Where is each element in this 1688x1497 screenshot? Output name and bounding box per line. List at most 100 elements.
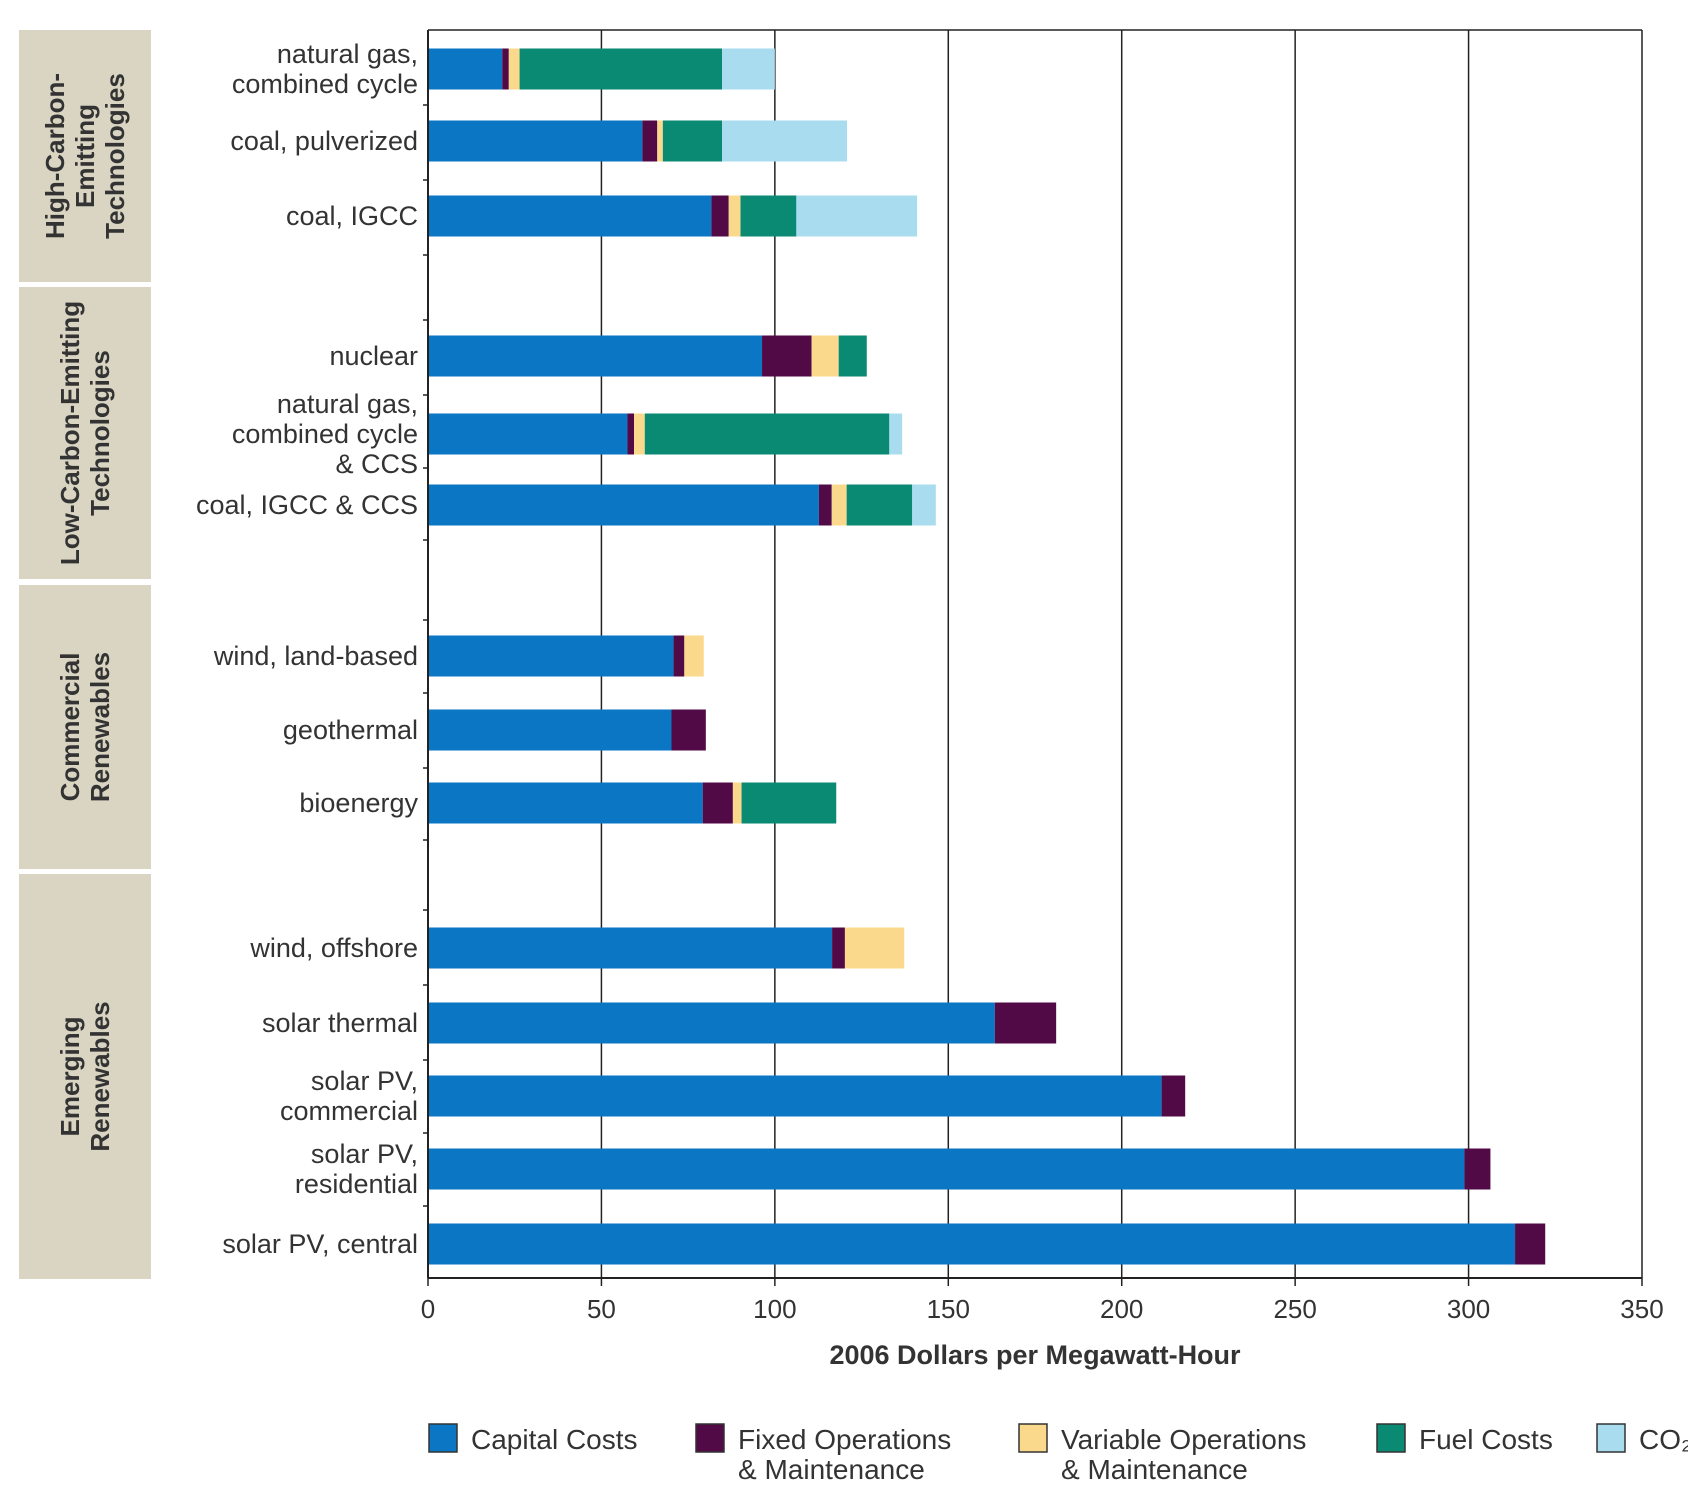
bar-segment [428,782,703,824]
legend-label: Variable Operations & Maintenance [1061,1424,1306,1485]
bar-segment [519,48,723,90]
category-label: geothermal [283,715,418,745]
bar-segment [912,484,936,526]
legend-swatch [695,1423,725,1453]
bar-segment [428,413,628,455]
bar-segment [428,709,672,751]
bar-segment [673,635,685,677]
x-axis-label: 2006 Dollars per Megawatt-Hour [829,1340,1241,1370]
legend-label: Capital Costs [471,1424,638,1455]
bar-segment [428,1075,1162,1117]
bar-segment [762,335,812,377]
bar-segment [428,48,503,90]
category-label: natural gas, combined cycle & CCS [232,389,418,479]
group-boxes: High-Carbon-EmittingTechnologies Low-Carb… [19,30,151,1279]
category-label: solar PV, residential [295,1139,418,1199]
bar-segment [994,1002,1057,1044]
legend-item: CO₂ [1596,1423,1688,1455]
category-label: solar PV, central [222,1229,418,1259]
x-tick-label: 300 [1447,1294,1490,1324]
bar-segment [684,635,704,677]
bar-segment [1515,1223,1546,1265]
bar-segment [428,635,674,677]
bar-segment [1464,1148,1491,1190]
x-tick-label: 200 [1100,1294,1143,1324]
bar-segment [642,120,658,162]
legend-item: Fixed Operations & Maintenance [695,1423,951,1485]
bar-segment [502,48,509,90]
bar-segment [508,48,520,90]
x-tick-label: 350 [1620,1294,1663,1324]
bar-segment [838,335,867,377]
legend-item: Fuel Costs [1376,1423,1553,1455]
x-tick-label: 250 [1273,1294,1316,1324]
bar-segment [844,927,905,969]
bar-segment [428,1148,1465,1190]
category-label: coal, IGCC [286,201,418,231]
category-label: solar thermal [262,1008,418,1038]
bar-segment [722,120,848,162]
bar-segment [702,782,733,824]
bar-segment [428,335,763,377]
category-label: wind, offshore [249,933,418,963]
category-label: natural gas, combined cycle [232,39,418,99]
legend-label: Fuel Costs [1419,1424,1553,1455]
category-label: coal, pulverized [230,126,418,156]
bar-segment [644,413,890,455]
bar-segment [711,195,729,237]
x-tick-label: 100 [753,1294,796,1324]
category-label: coal, IGCC & CCS [196,490,418,520]
bar-segment [832,927,845,969]
bar-segment [728,195,741,237]
group-box [19,585,151,869]
x-tick-label: 0 [421,1294,435,1324]
category-label: wind, land-based [213,641,418,671]
bar-segment [634,413,645,455]
x-tick-label: 50 [587,1294,616,1324]
bar-segment [796,195,918,237]
group-box [19,874,151,1279]
bar-segment [428,195,712,237]
group-label: High-Carbon-EmittingTechnologies [40,73,130,239]
category-label: bioenergy [299,788,418,818]
bar-segment [428,1002,995,1044]
bar-segment [740,195,797,237]
legend-item: Variable Operations & Maintenance [1018,1423,1306,1485]
legend-label: Fixed Operations & Maintenance [738,1424,951,1485]
bar-segment [732,782,742,824]
bar-segment [662,120,723,162]
x-axis: 0 50 100 150 200 250 300 350 [421,30,1664,1324]
bar-segment [818,484,832,526]
bar-segment [889,413,903,455]
legend-label: CO₂ [1639,1424,1688,1455]
bar-segment [1161,1075,1186,1117]
legend-swatch [428,1423,458,1453]
bar-segment [428,1223,1516,1265]
group-label: CommercialRenewables [55,652,115,802]
bar-segment [831,484,847,526]
bars [428,48,1546,1265]
bar-segment [428,927,833,969]
legend-swatch [1018,1423,1048,1453]
group-box [19,30,151,282]
category-labels: natural gas, combined cycle coal, pulveriz… [196,39,419,1259]
x-tick-label: 150 [927,1294,970,1324]
bar-segment [657,120,663,162]
category-label: nuclear [329,341,418,371]
bar-segment [722,48,775,90]
legend-swatch [1596,1423,1626,1453]
bar-segment [846,484,913,526]
legend-item: Capital Costs [428,1423,638,1455]
group-box [19,287,151,579]
group-label: Low-Carbon-EmittingTechnologies [55,301,115,565]
bar-segment [811,335,839,377]
bar-segment [741,782,837,824]
group-label: EmergingRenewables [55,1001,115,1151]
bar-segment [428,484,819,526]
category-label: solar PV, commercial [280,1066,418,1126]
bar-segment [428,120,643,162]
legend: Capital Costs Fixed Operations & Maintenan… [428,1423,1688,1485]
legend-swatch [1376,1423,1406,1453]
bar-segment [627,413,635,455]
